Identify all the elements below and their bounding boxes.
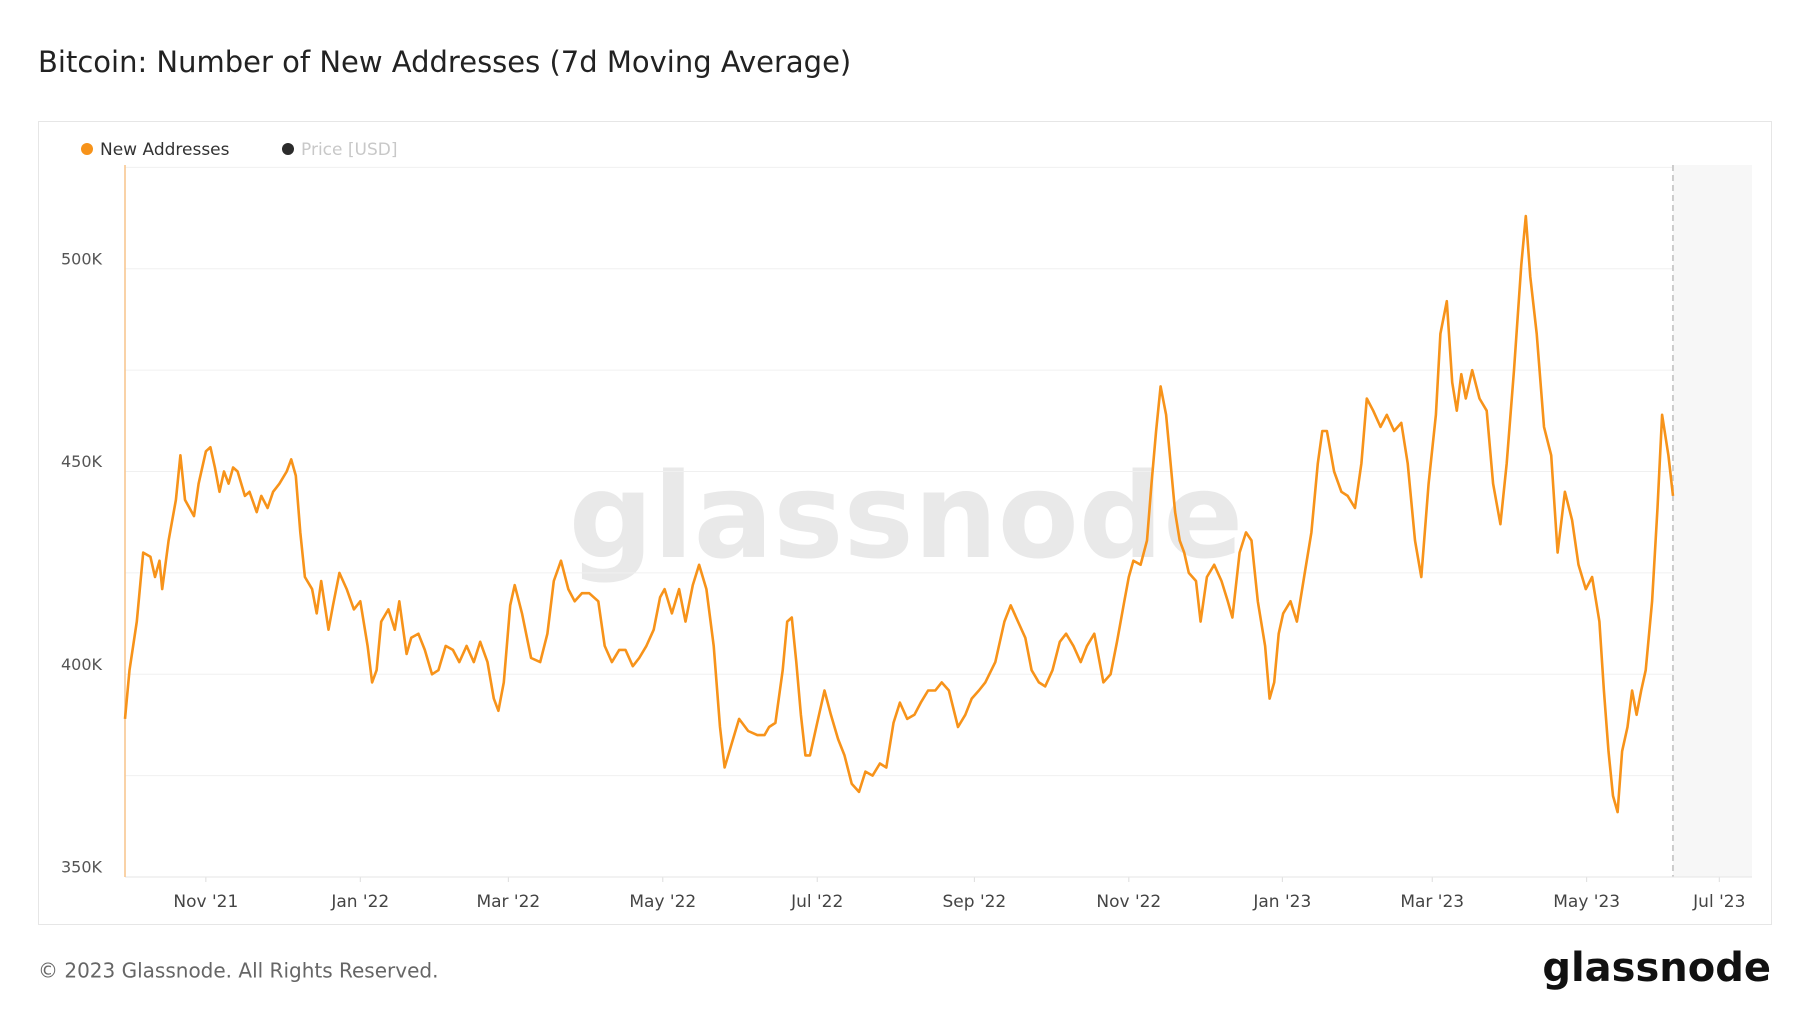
x-tick-label: May '23	[1553, 892, 1620, 912]
x-tick-label: Jul '22	[790, 892, 843, 912]
watermark: glassnode	[569, 447, 1244, 585]
legend-marker	[81, 143, 93, 155]
x-tick-label: May '22	[629, 892, 696, 912]
x-tick-label: Jan '22	[330, 892, 389, 912]
x-tick-label: Jan '23	[1252, 892, 1311, 912]
logo: glassnode	[1542, 945, 1771, 991]
x-tick-label: Jul '23	[1692, 892, 1745, 912]
recent-shade	[1672, 165, 1752, 877]
data-line	[123, 214, 1675, 814]
x-tick-label: Nov '21	[173, 892, 238, 912]
copyright: © 2023 Glassnode. All Rights Reserved.	[38, 959, 438, 983]
legend-marker	[282, 143, 294, 155]
legend-label: Price [USD]	[301, 140, 397, 160]
y-tick-label: 450K	[61, 452, 103, 471]
legend-label: New Addresses	[100, 140, 230, 160]
x-tick-label: Mar '22	[476, 892, 540, 912]
x-tick-label: Mar '23	[1400, 892, 1464, 912]
chart-frame	[38, 121, 1772, 925]
y-tick-label: 350K	[61, 858, 103, 877]
chart-title: Bitcoin: Number of New Addresses (7d Mov…	[38, 45, 851, 79]
y-tick-label: 400K	[61, 655, 103, 674]
y-tick-label: 500K	[61, 249, 103, 268]
x-tick-label: Nov '22	[1096, 892, 1161, 912]
x-tick-label: Sep '22	[943, 892, 1007, 912]
